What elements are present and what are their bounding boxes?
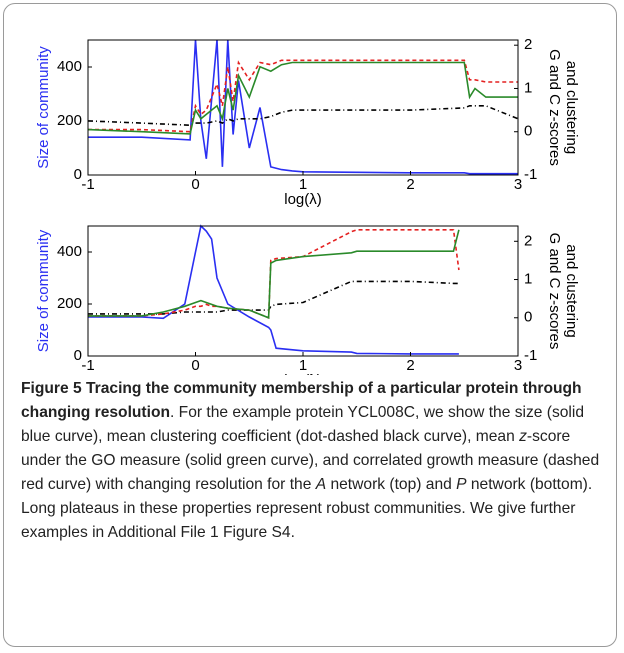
caption-text: Figure 5 Tracing the community membershi…	[21, 380, 582, 421]
series-line	[88, 39, 518, 175]
y2-axis-label: and clustering	[563, 244, 580, 337]
x-tick-label: 2	[406, 357, 414, 374]
y2-tick-label: 1	[524, 270, 532, 287]
plot-frame	[87, 225, 519, 357]
y-axis-label: Size of community	[35, 46, 52, 169]
y2-tick-label: 1	[524, 79, 532, 96]
caption-text: network (top) and	[326, 476, 457, 493]
y2-tick-label: -1	[524, 347, 537, 364]
y2-tick-label: 2	[524, 232, 532, 249]
caption-text: A	[315, 476, 327, 493]
series-line	[88, 229, 460, 319]
y2-axis-label: G and C z-scores	[546, 49, 563, 166]
x-tick-label: 3	[514, 176, 522, 193]
caption-text: -score under the GO measure (solid green…	[21, 428, 600, 493]
x-tick-label: 3	[514, 357, 522, 374]
figure-frame	[3, 3, 617, 647]
series-line	[88, 59, 518, 133]
series-line	[88, 280, 459, 315]
y-tick-label: 400	[57, 58, 82, 75]
series-line	[87, 61, 518, 135]
caption: Figure 5 Tracing the community membershi…	[21, 377, 609, 545]
x-tick-label: 1	[299, 357, 307, 374]
x-tick-label: 2	[406, 176, 414, 193]
series-line	[87, 105, 519, 127]
x-tick-label: 0	[191, 357, 199, 374]
y2-axis-label: and clustering	[563, 61, 580, 154]
caption-text: z	[519, 428, 527, 445]
y-tick-label: 400	[57, 243, 82, 260]
x-tick-label: 1	[299, 176, 307, 193]
y2-tick-label: 0	[524, 309, 532, 326]
x-tick-label: -1	[81, 357, 94, 374]
x-axis-label: log(λ)	[284, 191, 322, 208]
y2-tick-label: 2	[524, 36, 532, 53]
y2-axis-label: G and C z-scores	[546, 233, 563, 350]
y-tick-label: 200	[57, 112, 82, 129]
y-tick-label: 200	[57, 295, 82, 312]
y-tick-label: 0	[74, 166, 82, 183]
y2-tick-label: 0	[524, 123, 532, 140]
x-tick-label: -1	[81, 176, 94, 193]
x-axis-label: log(λ)	[284, 372, 322, 375]
y2-tick-label: -1	[524, 166, 537, 183]
y-axis-label: Size of community	[35, 229, 52, 352]
series-line	[88, 224, 459, 355]
x-tick-label: 0	[191, 176, 199, 193]
caption-text: network (bottom). Long plateaus in these…	[21, 476, 593, 541]
caption-text: . For the example protein YCL008C, we sh…	[21, 404, 585, 445]
caption-text: P	[456, 476, 467, 493]
y-tick-label: 0	[74, 347, 82, 364]
series-line	[88, 229, 460, 319]
